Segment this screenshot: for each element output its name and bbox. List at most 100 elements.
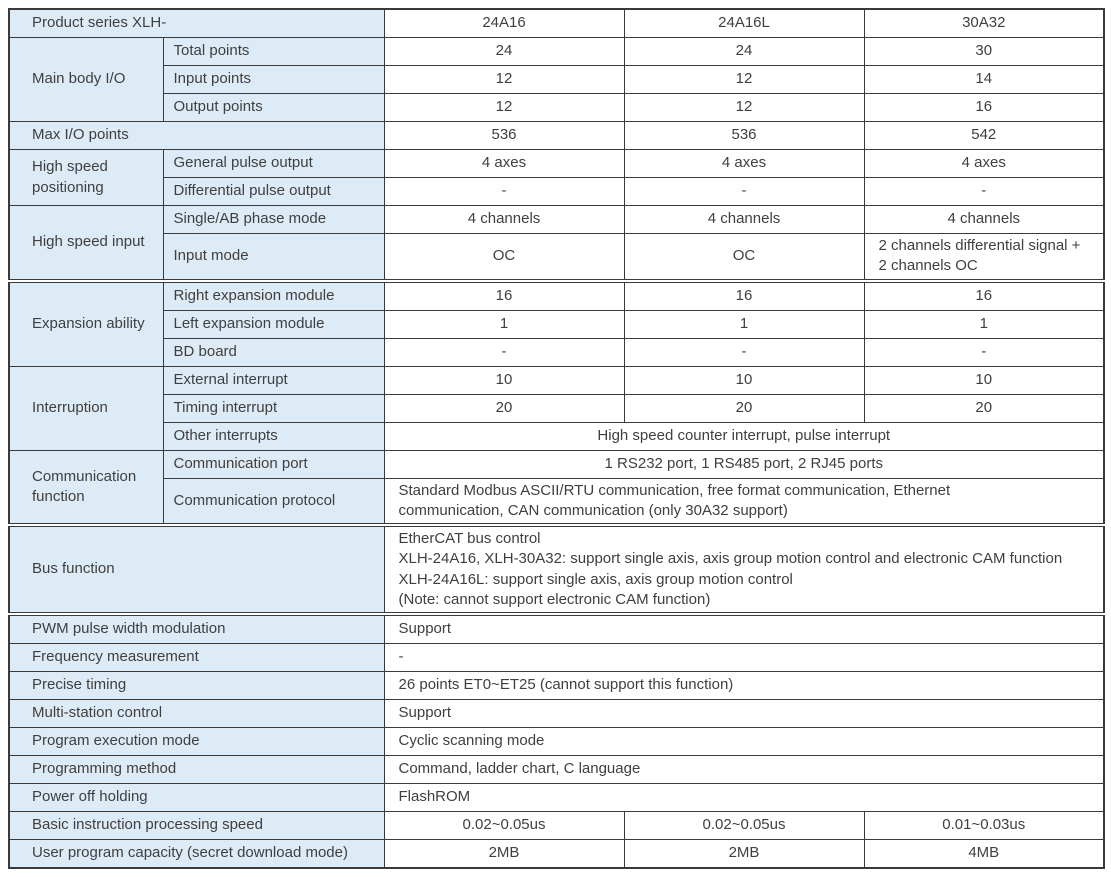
table-row: High speed input Single/AB phase mode 4 ch… (8, 205, 1105, 281)
spec-label: Precise timing (8, 671, 385, 700)
spec-value: High speed counter interrupt, pulse inte… (383, 421, 1105, 451)
product-model: 24A16 (383, 8, 625, 38)
table-row: Multi-station control Support (8, 699, 1105, 728)
spec-value: - (623, 337, 865, 367)
spec-label: Interruption (8, 365, 164, 451)
spec-label: External interrupt (162, 365, 385, 395)
spec-label: Main body I/O (8, 37, 164, 122)
spec-label: Frequency measurement (8, 643, 385, 672)
spec-value: 10 (623, 365, 865, 395)
spec-value: 2MB (623, 839, 865, 869)
product-model: 24A16L (623, 8, 865, 38)
spec-value: 2 channels differential signal + 2 chann… (863, 233, 1105, 281)
spec-value: EtherCAT bus control XLH-24A16, XLH-30A3… (383, 523, 1105, 615)
spec-value: 20 (383, 393, 625, 423)
table-row: Other interrupts High speed counter inter… (9, 421, 1105, 451)
spec-label: Other interrupts (162, 421, 385, 451)
product-model: 30A32 (863, 8, 1105, 38)
spec-label: Communication protocol (162, 477, 385, 526)
table-row: High speed positioning General pulse outp… (8, 149, 1105, 206)
spec-value: 4 axes (623, 149, 865, 178)
spec-value: 24 (383, 37, 625, 66)
spec-label: Basic instruction processing speed (8, 811, 385, 840)
spec-label: Single/AB phase mode (162, 205, 385, 234)
spec-label: Timing interrupt (162, 393, 385, 423)
spec-value: 0.02~0.05us (383, 811, 625, 840)
table-row: Product series XLH- 24A16 24A16L 30A32 (8, 8, 1105, 38)
spec-value: 12 (623, 65, 865, 94)
spec-value: 10 (383, 365, 625, 395)
spec-value: 10 (863, 365, 1105, 395)
spec-label: Right expansion module (162, 278, 385, 311)
table-row: Main body I/O Total points 24 24 30 (8, 37, 1105, 122)
spec-value: 1 (863, 309, 1105, 339)
spec-value: 16 (863, 93, 1105, 122)
spec-label: Expansion ability (8, 278, 164, 367)
spec-table: Product series XLH- 24A16 24A16L 30A32 Main … (8, 8, 1105, 869)
spec-value: Support (383, 612, 1105, 644)
spec-label: Program execution mode (8, 727, 385, 756)
spec-label: Left expansion module (162, 309, 385, 339)
spec-value: - (383, 643, 1105, 672)
table-row: Communication function Communication port… (8, 449, 1105, 526)
table-row: Max I/O points 536 536 542 (8, 121, 1105, 150)
spec-value: 4 channels (623, 205, 865, 234)
table-row: Precise timing 26 points ET0~ET25 (cannot… (8, 671, 1105, 700)
spec-label: Power off holding (8, 783, 385, 812)
table-row: Power off holding FlashROM (8, 783, 1105, 812)
table-row: Input points 12 12 14 (9, 65, 1105, 94)
spec-value: 4 axes (383, 149, 625, 178)
spec-value: 14 (863, 65, 1105, 94)
table-row: Communication protocol Standard Modbus AS… (9, 477, 1105, 526)
table-row: Frequency measurement - (8, 643, 1105, 672)
table-row: Expansion ability Right expansion module 1… (8, 278, 1105, 367)
table-row: Bus function EtherCAT bus control XLH-24A… (8, 523, 1105, 615)
spec-value: 12 (383, 93, 625, 122)
spec-table-body: Product series XLH- 24A16 24A16L 30A32 Main … (8, 8, 1105, 869)
spec-value: 16 (623, 278, 865, 311)
table-row: PWM pulse width modulation Support (8, 612, 1105, 644)
spec-label: Communication function (8, 449, 164, 526)
spec-label: Input mode (162, 233, 385, 281)
spec-value: 542 (863, 121, 1105, 150)
table-row: Differential pulse output - - - (9, 177, 1105, 206)
spec-value: 12 (383, 65, 625, 94)
table-row: Output points 12 12 16 (9, 93, 1105, 122)
spec-value: 0.02~0.05us (623, 811, 865, 840)
table-row: Basic instruction processing speed 0.02~0… (8, 811, 1105, 840)
spec-label: Input points (162, 65, 385, 94)
spec-value: Command, ladder chart, C language (383, 755, 1105, 784)
spec-label: PWM pulse width modulation (8, 612, 385, 644)
spec-value: - (863, 337, 1105, 367)
spec-value: - (383, 177, 625, 206)
spec-label: High speed positioning (8, 149, 164, 206)
spec-value: 24 (623, 37, 865, 66)
spec-value: - (383, 337, 625, 367)
spec-value: 20 (623, 393, 865, 423)
spec-value: Standard Modbus ASCII/RTU communication,… (383, 477, 1105, 526)
spec-value: 16 (383, 278, 625, 311)
spec-value: FlashROM (383, 783, 1105, 812)
spec-value: 1 (623, 309, 865, 339)
table-row: Interruption External interrupt 10 10 10 (8, 365, 1105, 451)
spec-label: BD board (162, 337, 385, 367)
table-row: Input mode OC OC 2 channels differential si… (9, 233, 1105, 281)
spec-label: Bus function (8, 523, 385, 615)
spec-value: 4 channels (863, 205, 1105, 234)
spec-value: 536 (623, 121, 865, 150)
spec-value: 4 axes (863, 149, 1105, 178)
spec-label: General pulse output (162, 149, 385, 178)
table-row: Programming method Command, ladder chart,… (8, 755, 1105, 784)
spec-value: Support (383, 699, 1105, 728)
spec-label: Multi-station control (8, 699, 385, 728)
table-row: Program execution mode Cyclic scanning mo… (8, 727, 1105, 756)
spec-label: Output points (162, 93, 385, 122)
spec-label: Differential pulse output (162, 177, 385, 206)
spec-label: Max I/O points (8, 121, 385, 150)
spec-value: 4 channels (383, 205, 625, 234)
spec-value: 536 (383, 121, 625, 150)
spec-value: 12 (623, 93, 865, 122)
spec-value: OC (383, 233, 625, 281)
spec-value: 26 points ET0~ET25 (cannot support this … (383, 671, 1105, 700)
spec-value: 1 RS232 port, 1 RS485 port, 2 RJ45 ports (383, 449, 1105, 479)
